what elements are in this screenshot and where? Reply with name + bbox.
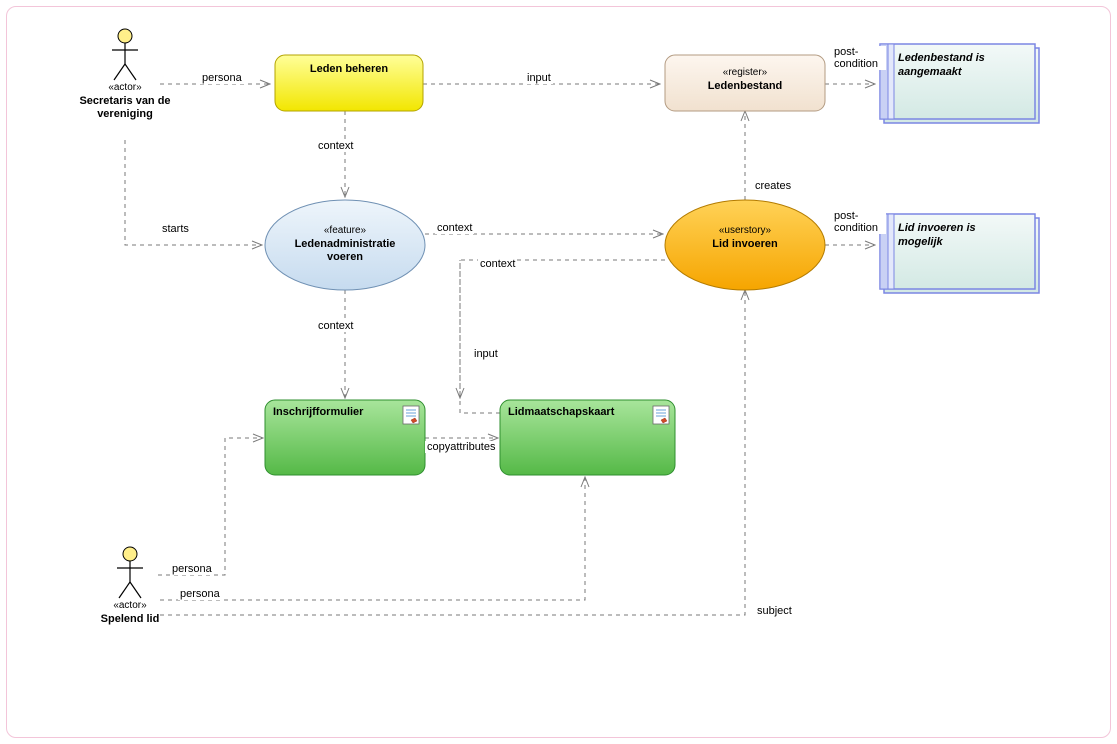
edge-e10 [460,260,665,398]
edge-e11 [460,260,500,413]
lidkaart [500,400,675,475]
lidkaart-doc-icon [653,406,669,424]
diagram-canvas: personainputpost-conditioncontextstartsc… [0,0,1117,744]
inschrijf-doc-icon [403,406,419,424]
diagram-svg [0,0,1117,744]
actor_secretaris [112,29,138,80]
feature [265,200,425,290]
post_ledenbestand [880,44,1039,123]
leden_beheren [275,55,423,111]
edge-e5 [125,140,262,245]
edge-e14 [160,477,585,600]
userstory [665,200,825,290]
inschrijf [265,400,425,475]
register [665,55,825,111]
edge-e13 [158,438,263,575]
post_lidinvoeren [880,214,1039,293]
actor_spelend [117,547,143,598]
